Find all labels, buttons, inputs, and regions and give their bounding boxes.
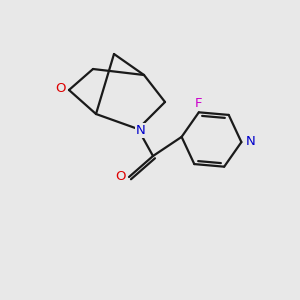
Text: O: O <box>115 170 126 184</box>
Text: N: N <box>245 135 255 148</box>
Text: O: O <box>55 82 66 95</box>
Text: N: N <box>136 124 145 137</box>
Text: F: F <box>194 97 202 110</box>
